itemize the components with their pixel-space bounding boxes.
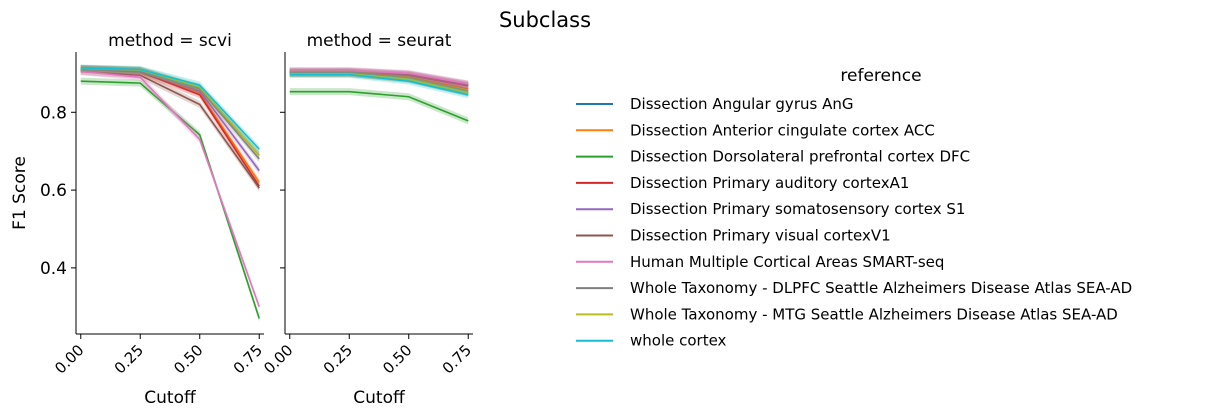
panel-seurat: 0.00 0.25 0.50 0.75 method = seurat Cutoff — [260, 31, 475, 408]
x-tick-label: 0.75 — [230, 341, 266, 377]
series-line — [80, 67, 260, 150]
series-line — [80, 70, 260, 189]
series-band — [80, 65, 260, 186]
y-axis-label: F1 Score — [10, 156, 30, 230]
legend-item: Dissection Primary visual cortexV1 — [576, 227, 891, 245]
series-line — [289, 69, 469, 85]
series-band — [80, 77, 260, 322]
x-tick-label: 0.00 — [51, 341, 87, 377]
series-line — [80, 70, 260, 308]
series-band — [80, 64, 260, 153]
panel-title: method = seurat — [307, 31, 452, 51]
legend-item: Dissection Anterior cingulate cortex ACC — [576, 121, 935, 139]
series-band — [289, 69, 469, 95]
y-tick-label: 0.4 — [40, 259, 67, 279]
legend-title: reference — [840, 66, 921, 86]
series-band — [289, 70, 469, 97]
legend-label: Dissection Primary visual cortexV1 — [630, 227, 891, 245]
legend-label: Whole Taxonomy - MTG Seattle Alzheimers … — [630, 305, 1118, 323]
legend-item: whole cortex — [576, 332, 727, 350]
x-tick-label: 0.50 — [170, 341, 206, 377]
series-band — [289, 71, 469, 99]
figure-title: Subclass — [499, 8, 591, 32]
legend-label: whole cortex — [630, 332, 727, 350]
legend-item: Dissection Angular gyrus AnG — [576, 95, 853, 113]
panels: 0.4 0.6 0.8 0.00 0.25 0.50 0.75 method = scvi Cu… — [10, 31, 475, 408]
legend-item: Dissection Dorsolateral prefrontal corte… — [576, 148, 970, 166]
legend-label: Whole Taxonomy - DLPFC Seattle Alzheimer… — [630, 279, 1132, 297]
legend-item: Whole Taxonomy - DLPFC Seattle Alzheimer… — [576, 279, 1132, 297]
x-axis-label: Cutoff — [353, 388, 406, 408]
series-band — [80, 67, 260, 192]
x-axis-label: Cutoff — [144, 388, 197, 408]
legend-label: Dissection Anterior cingulate cortex ACC — [630, 121, 935, 139]
x-tick-label: 0.75 — [439, 341, 475, 377]
legend-label: Dissection Primary auditory cortexA1 — [630, 174, 909, 192]
panel-scvi: 0.4 0.6 0.8 0.00 0.25 0.50 0.75 method = scvi Cu… — [10, 31, 266, 408]
series-line — [80, 68, 260, 187]
x-tick-label: 0.00 — [260, 341, 296, 377]
x-tick-label: 0.25 — [111, 341, 147, 377]
legend-label: Dissection Dorsolateral prefrontal corte… — [630, 148, 970, 166]
legend: reference Dissection Angular gyrus AnGDi… — [576, 66, 1132, 350]
legend-item: Dissection Primary somatosensory cortex … — [576, 200, 965, 218]
legend-item: Whole Taxonomy - MTG Seattle Alzheimers … — [576, 305, 1118, 323]
y-tick-label: 0.6 — [40, 181, 67, 201]
panel-title: method = scvi — [108, 31, 232, 51]
legend-item: Human Multiple Cortical Areas SMART-seq — [576, 253, 944, 271]
series-line — [289, 90, 469, 122]
x-tick-label: 0.25 — [320, 341, 356, 377]
series-band — [289, 69, 469, 97]
y-tick-label: 0.8 — [40, 103, 67, 123]
series-line — [289, 73, 469, 96]
series-band — [80, 67, 260, 311]
legend-items: Dissection Angular gyrus AnG Dissection A… — [576, 95, 1132, 350]
legend-label: Dissection Primary somatosensory cortex … — [630, 200, 965, 218]
x-tick-label: 0.50 — [379, 341, 415, 377]
series-band — [289, 67, 469, 88]
legend-label: Human Multiple Cortical Areas SMART-seq — [630, 253, 944, 271]
legend-label: Dissection Angular gyrus AnG — [630, 95, 853, 113]
legend-item: Dissection Primary auditory cortexA1 — [576, 174, 909, 192]
series-band — [80, 65, 260, 175]
series-line — [80, 80, 261, 319]
